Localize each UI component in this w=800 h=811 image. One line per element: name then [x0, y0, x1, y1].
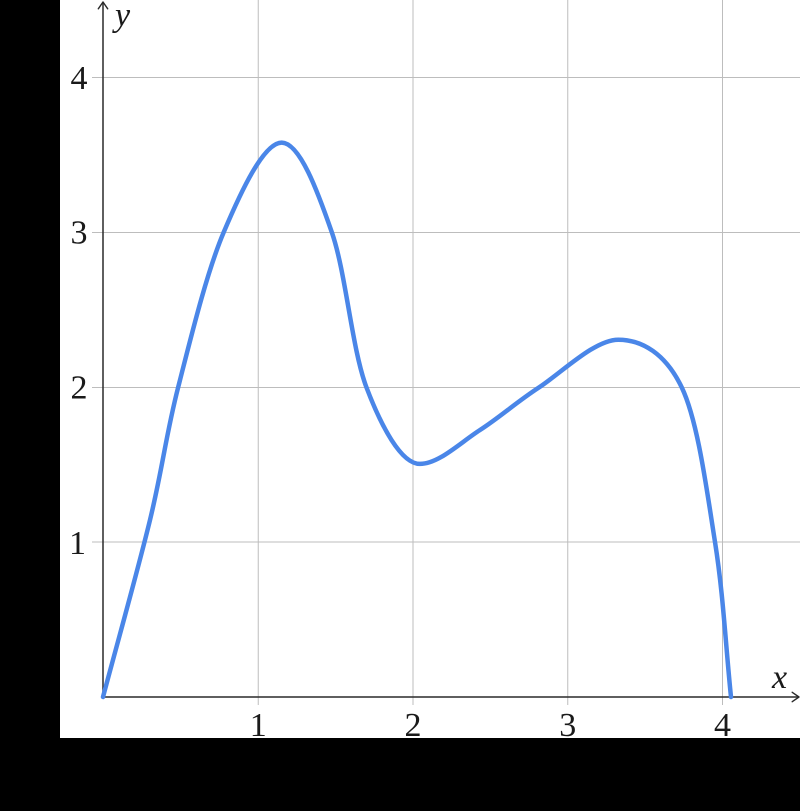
svg-text:3: 3 [71, 215, 88, 252]
svg-text:y: y [112, 0, 131, 34]
svg-text:4: 4 [71, 60, 88, 97]
svg-text:2: 2 [71, 370, 88, 407]
svg-text:1: 1 [69, 525, 86, 562]
svg-text:x: x [771, 659, 787, 696]
